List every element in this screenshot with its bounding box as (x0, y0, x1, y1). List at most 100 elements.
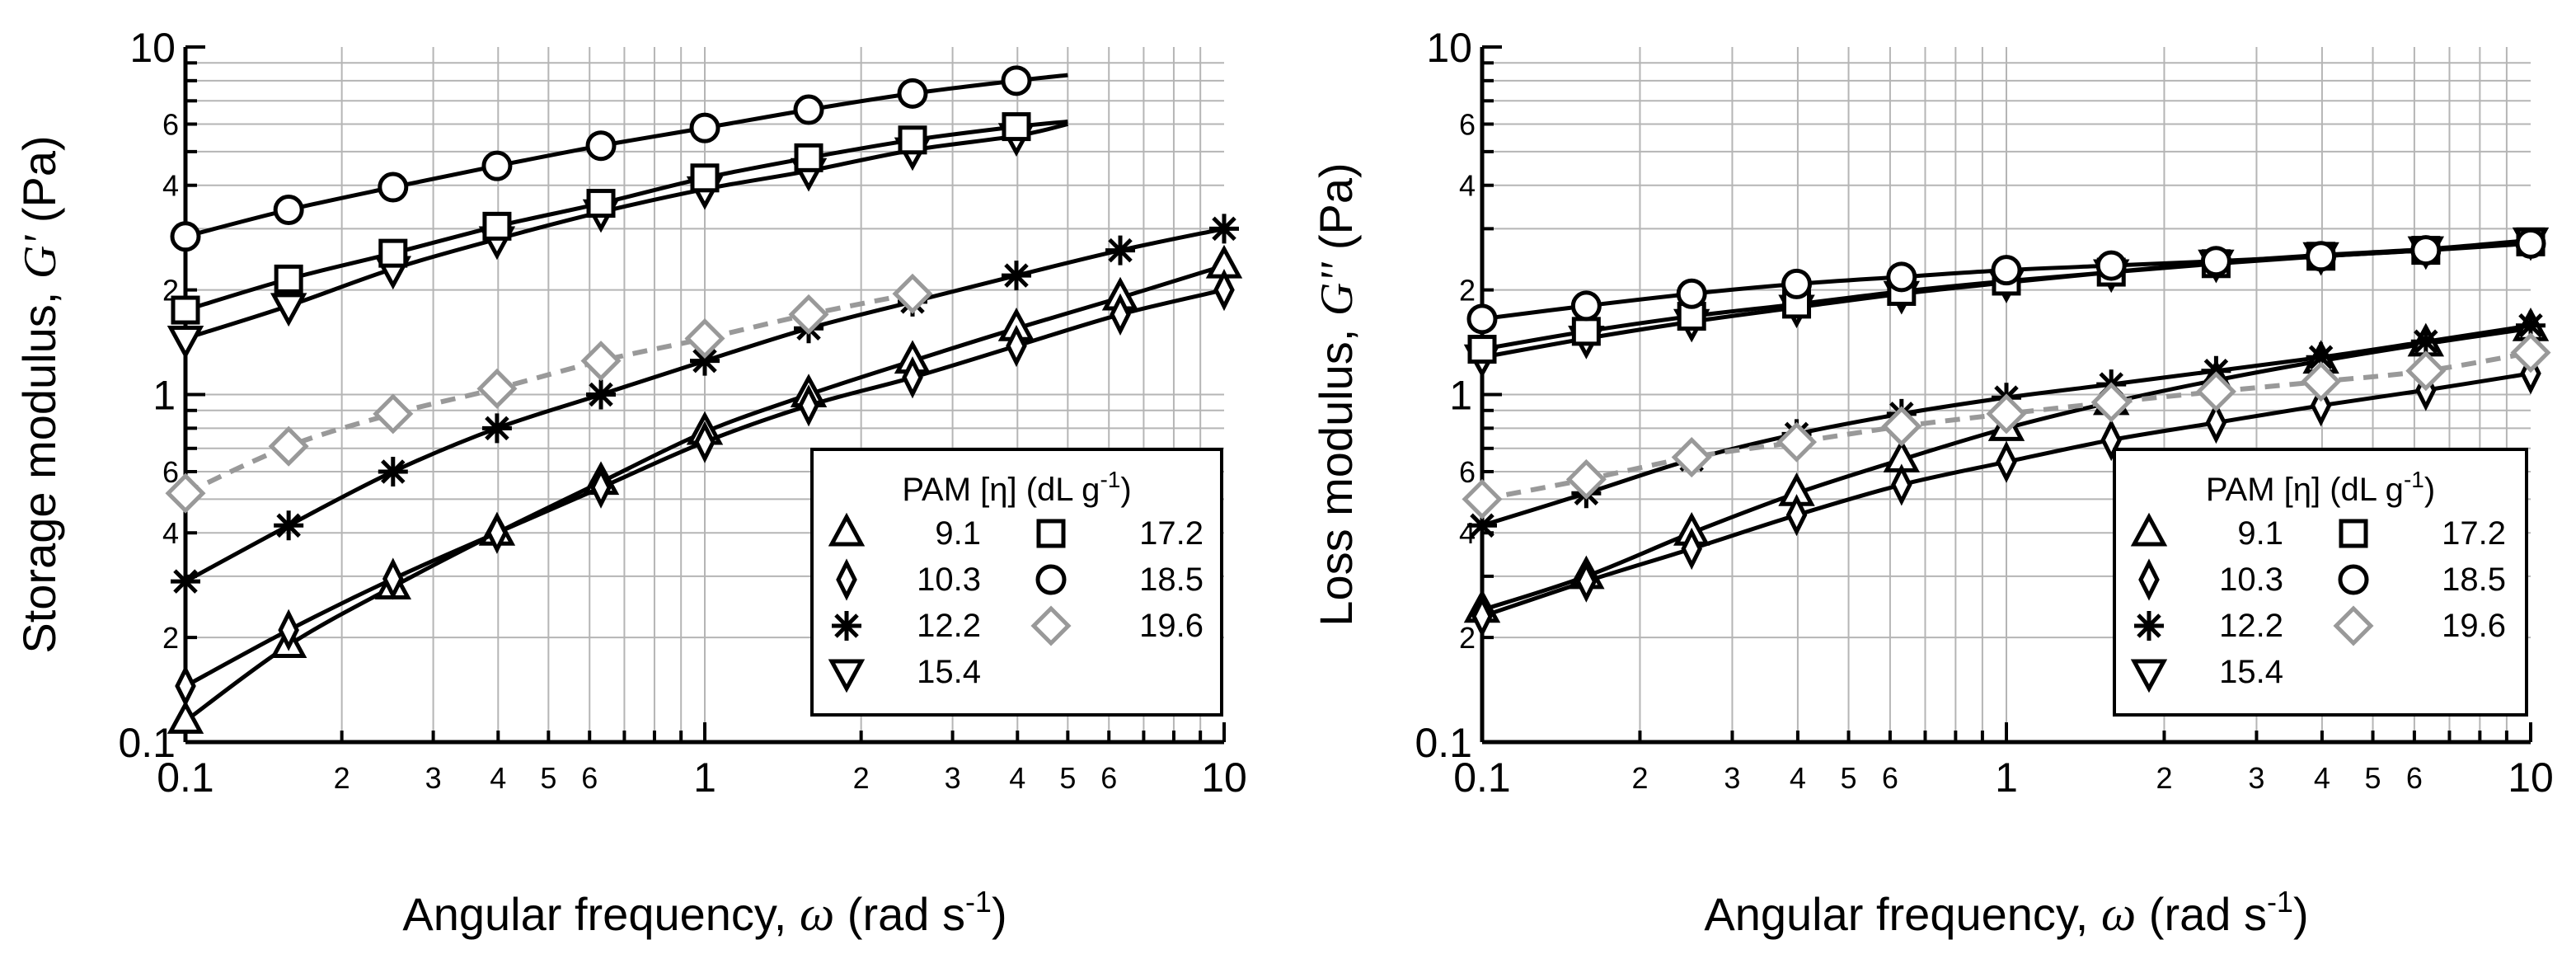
y-minor-tick-label: 4 (162, 169, 179, 203)
y-tick-label: 10 (129, 25, 176, 71)
legend-marker (2130, 512, 2168, 547)
data-point (274, 510, 304, 541)
data-point (1462, 478, 1503, 519)
series-10.3 (175, 269, 1235, 707)
legend-entry-label: 9.1 (935, 515, 981, 552)
data-point (1891, 463, 1912, 506)
series-15.4 (167, 122, 1068, 360)
y-axis-label: Storage modulus, G' (Pa) (13, 135, 66, 653)
series-line (185, 120, 1068, 313)
x-tick-label: 1 (693, 754, 716, 801)
data-point (170, 221, 201, 252)
x-axis-label: Angular frequency, ω (rad s-1) (402, 885, 1006, 941)
y-minor-tick-label: 4 (162, 516, 179, 550)
data-point (2205, 402, 2227, 444)
data-point (2410, 327, 2441, 357)
legend-entry-label: 15.4 (2219, 654, 2283, 690)
data-point (1676, 278, 1707, 309)
y-tick-label: 10 (1426, 25, 1472, 71)
data-point (1671, 437, 1712, 478)
data-point (1991, 255, 2022, 286)
x-minor-tick-label: 2 (853, 761, 870, 795)
data-point (1209, 214, 1239, 244)
y-minor-tick-label: 2 (162, 621, 179, 655)
legend-entry-label: 10.3 (2219, 562, 2283, 598)
data-point (481, 150, 513, 181)
data-point (167, 700, 204, 734)
data-point (694, 421, 716, 463)
y-tick-label: 0.1 (1415, 720, 1472, 766)
y-minor-tick-label: 2 (1459, 274, 1476, 308)
data-point (2510, 332, 2551, 374)
data-point (382, 557, 404, 600)
y-minor-tick-label: 6 (1459, 108, 1476, 142)
data-point (278, 609, 299, 651)
x-minor-tick-label: 3 (2248, 761, 2264, 795)
tick-marks (184, 45, 1226, 744)
data-point (1001, 65, 1032, 96)
data-point (1785, 494, 1808, 537)
legend-marker (2130, 659, 2168, 693)
data-point (898, 125, 927, 155)
data-point (165, 472, 206, 514)
data-point (476, 368, 518, 409)
x-minor-tick-label: 6 (1100, 761, 1117, 795)
x-minor-tick-label: 4 (2314, 761, 2330, 795)
legend-entry-label: 19.6 (2442, 608, 2506, 644)
data-point (586, 189, 616, 219)
data-point (481, 413, 512, 444)
data-point (171, 295, 200, 325)
data-point (794, 143, 823, 172)
data-point (1467, 335, 1497, 364)
data-point (897, 78, 928, 109)
x-minor-tick-label: 4 (1790, 761, 1806, 795)
x-minor-tick-label: 5 (2365, 761, 2381, 795)
x-tick-label: 10 (1201, 754, 1247, 801)
legend-box (2113, 448, 2528, 717)
data-point (167, 325, 204, 360)
data-point (1881, 406, 1922, 447)
data-point (1571, 317, 1601, 346)
data-point (1466, 303, 1498, 335)
data-point (580, 341, 622, 382)
legend-marker (2338, 564, 2369, 595)
data-point (590, 466, 612, 509)
data-point (585, 130, 617, 162)
data-point (793, 94, 824, 125)
x-minor-tick-label: 4 (1009, 761, 1025, 795)
data-point (690, 163, 720, 193)
data-point (1002, 112, 1031, 142)
series-line (185, 122, 1068, 341)
legend-title: PAM [η] (dL g-1) (2206, 467, 2435, 508)
y-minor-tick-label: 6 (162, 455, 179, 489)
x-minor-tick-label: 2 (334, 761, 350, 795)
x-minor-tick-label: 6 (581, 761, 598, 795)
data-point (1565, 458, 1607, 500)
data-point (482, 211, 512, 241)
data-point (1575, 560, 1598, 603)
x-minor-tick-label: 5 (1059, 761, 1076, 795)
x-axis-label: Angular frequency, ω (rad s-1) (1704, 885, 2308, 941)
data-point (684, 317, 725, 360)
legend-marker (2339, 519, 2368, 548)
series-19.6 (165, 273, 933, 514)
x-minor-tick-label: 2 (2156, 761, 2172, 795)
y-minor-tick-label: 6 (1459, 455, 1476, 489)
data-point (902, 356, 923, 399)
legend-entry-label: 17.2 (2442, 515, 2506, 552)
y-minor-tick-label: 4 (1459, 169, 1476, 203)
x-minor-tick-label: 3 (1724, 761, 1740, 795)
data-point (1006, 324, 1027, 368)
legend-marker (2134, 611, 2164, 641)
x-tick-label: 0.1 (157, 754, 214, 801)
data-point (373, 393, 414, 435)
legend-entry-label: 10.3 (917, 562, 981, 598)
data-point (268, 425, 309, 467)
data-point (690, 345, 720, 376)
x-tick-label: 1 (1995, 754, 2018, 801)
series-19.6 (1462, 332, 2551, 519)
legend-entry-label: 12.2 (917, 608, 981, 644)
x-minor-tick-label: 6 (1882, 761, 1898, 795)
x-minor-tick-label: 3 (425, 761, 442, 795)
